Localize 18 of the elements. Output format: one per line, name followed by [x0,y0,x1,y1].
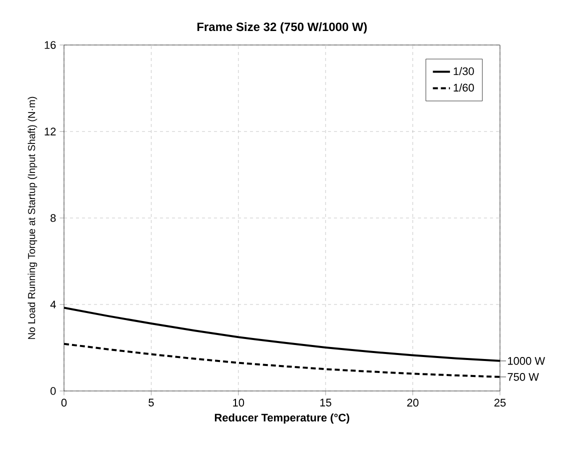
y-tick-label: 0 [50,387,56,395]
y-tick-label: 8 [50,214,56,222]
y-tick-label: 12 [44,128,56,136]
annotation: 750 W [508,373,539,381]
x-tick-label: 25 [494,398,506,407]
x-tick-label: 20 [407,398,418,407]
chart-title: Frame Size 32 (750 W/1000 W) [197,22,367,34]
x-tick-label: 10 [233,398,244,407]
y-tick-label: 4 [50,300,56,308]
x-tick-label: 15 [320,398,332,406]
x-tick-label: 5 [148,398,154,406]
x-tick-label: 0 [61,398,67,407]
legend-label: 1/30 [454,67,474,76]
x-axis-title: Reducer Temperature (°C) [214,413,350,424]
y-tick-label: 16 [44,41,56,49]
y-axis-title: No Load Running Torque at Startup (Input Shaft) (N·m) [28,96,38,339]
annotation: 1000 W [508,357,546,365]
legend-label: 1/60 [454,84,474,92]
